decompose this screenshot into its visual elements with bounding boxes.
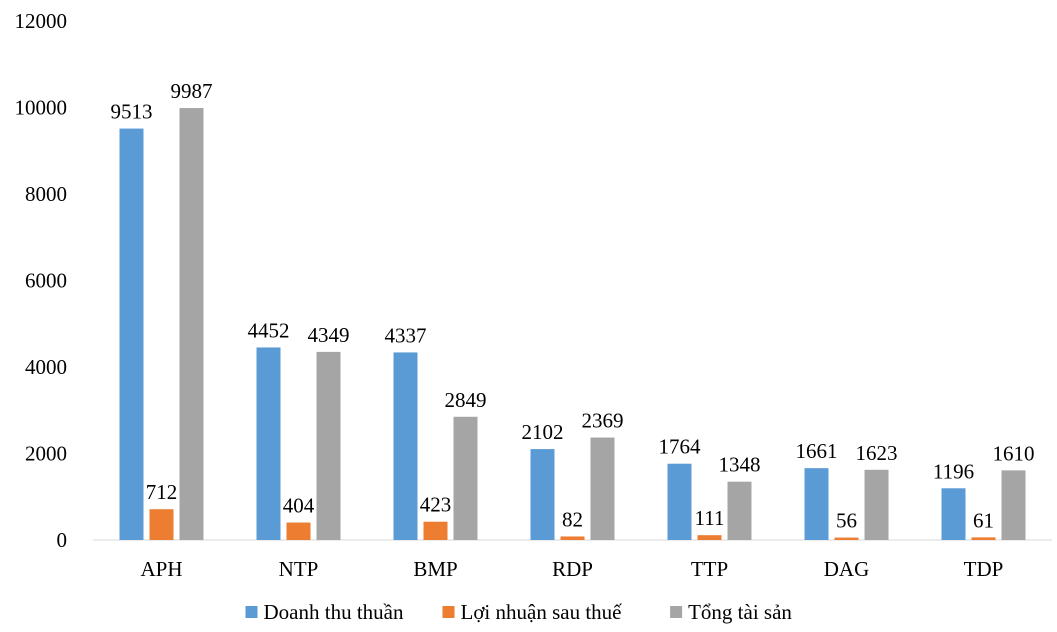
bar — [286, 522, 311, 540]
data-label: 4452 — [248, 318, 290, 342]
bar-group-bmp: 4337 423 2849 — [385, 323, 487, 540]
x-tick-label: TDP — [964, 557, 1004, 581]
bar-group-rdp: 2102 82 2369 — [522, 409, 624, 540]
x-axis: APH NTP BMP RDP TTP DAG TDP — [93, 539, 1052, 581]
bar-group-ntp: 4452 404 4349 — [248, 318, 350, 540]
data-label: 1610 — [993, 441, 1035, 465]
data-label: 9513 — [111, 100, 153, 124]
bar — [119, 128, 144, 540]
bar — [971, 537, 996, 540]
data-label: 404 — [283, 494, 315, 518]
data-label: 1661 — [796, 439, 838, 463]
data-label: 2102 — [522, 420, 564, 444]
bar — [941, 488, 966, 540]
data-label: 2849 — [445, 388, 487, 412]
bar — [149, 509, 174, 540]
bar-group-dag: 1661 56 1623 — [796, 439, 898, 540]
bar — [256, 347, 281, 540]
data-label: 712 — [146, 480, 178, 504]
legend-swatch — [670, 606, 683, 618]
x-tick-label: NTP — [279, 557, 319, 581]
bar — [453, 416, 478, 540]
data-label: 61 — [973, 508, 994, 532]
bar — [590, 437, 615, 540]
x-tick-label: BMP — [413, 557, 457, 581]
legend-label: Doanh thu thuần — [264, 600, 404, 624]
bar — [727, 481, 752, 540]
data-label: 1196 — [933, 459, 974, 483]
y-tick-label: 8000 — [25, 182, 67, 206]
data-label: 1623 — [856, 441, 898, 465]
data-label: 1764 — [659, 435, 702, 459]
bar-group-aph: 9513 712 9987 — [111, 79, 213, 540]
bar — [834, 537, 859, 540]
bar — [864, 469, 889, 540]
bar — [393, 352, 418, 540]
data-label: 9987 — [171, 79, 213, 103]
legend-label: Tổng tài sản — [688, 600, 792, 624]
data-label: 4349 — [308, 323, 350, 347]
y-tick-label: 4000 — [25, 355, 67, 379]
bar — [316, 351, 341, 540]
bar — [697, 535, 722, 540]
data-label: 111 — [695, 506, 725, 530]
data-label: 82 — [562, 507, 583, 531]
bar — [530, 449, 555, 540]
legend-label: Lợi nhuận sau thuế — [461, 600, 623, 624]
bar — [804, 468, 829, 540]
bar — [423, 521, 448, 540]
legend-item: Doanh thu thuần — [245, 600, 404, 624]
y-tick-label: 6000 — [25, 269, 67, 293]
legend-item: Lợi nhuận sau thuế — [442, 600, 623, 624]
y-tick-label: 2000 — [25, 442, 67, 466]
legend-swatch — [442, 606, 455, 618]
bar — [667, 463, 692, 540]
x-tick-label: APH — [140, 557, 182, 581]
data-label: 4337 — [385, 323, 427, 347]
bar-group-ttp: 1764 111 1348 — [659, 435, 761, 540]
bar — [560, 536, 585, 540]
legend-swatch — [245, 606, 258, 618]
data-label: 1348 — [719, 453, 761, 477]
y-tick-label: 12000 — [15, 9, 68, 33]
bar-group-tdp: 1196 61 1610 — [933, 441, 1035, 540]
x-tick-label: TTP — [691, 557, 728, 581]
x-tick-label: DAG — [824, 557, 870, 581]
legend-item: Tổng tài sản — [670, 600, 792, 624]
data-label: 2369 — [582, 409, 624, 433]
data-label: 423 — [420, 493, 452, 517]
y-tick-label: 10000 — [15, 96, 68, 120]
x-tick-label: RDP — [552, 557, 593, 581]
bar — [1001, 470, 1026, 540]
data-label: 56 — [836, 509, 857, 533]
y-axis: 0 2000 4000 6000 8000 10000 12000 — [15, 9, 68, 552]
y-tick-label: 0 — [57, 528, 68, 552]
legend: Doanh thu thuần Lợi nhuận sau thuế Tổng tà… — [245, 600, 792, 624]
bar — [179, 108, 204, 540]
